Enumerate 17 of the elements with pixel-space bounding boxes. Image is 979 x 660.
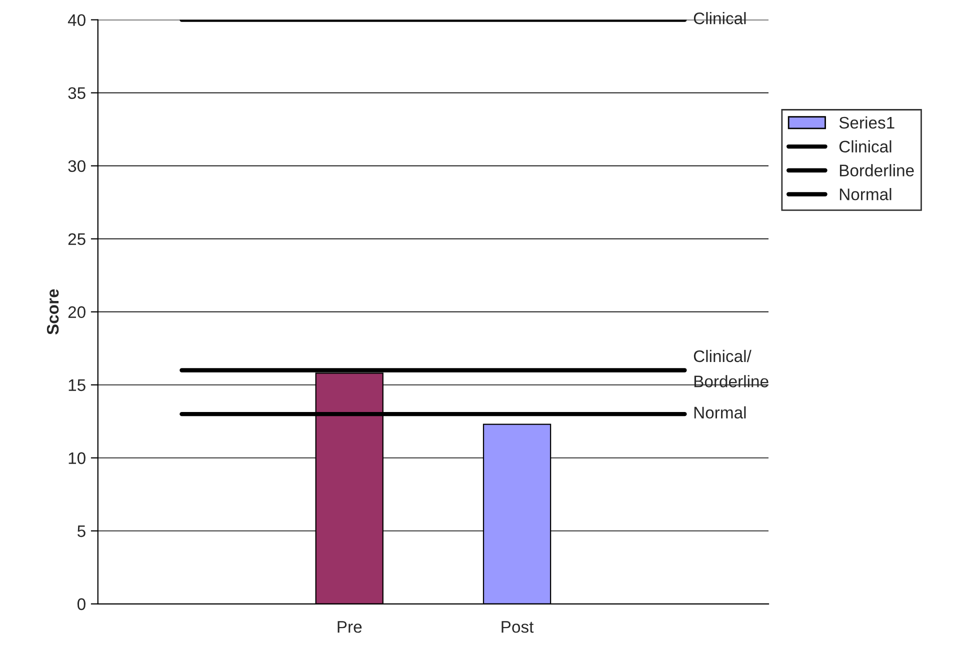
y-axis-title: Score (46, 289, 59, 335)
y-tick-label: 30 (68, 160, 86, 172)
y-tick-label: 5 (77, 525, 86, 538)
legend-label: Series1 (839, 116, 894, 129)
y-tick-label: 10 (68, 452, 86, 464)
y-tick-label: 20 (68, 306, 86, 318)
x-tick-label: Pre (338, 621, 362, 633)
y-tick-label: 25 (68, 233, 86, 246)
annotation: Normal (694, 406, 746, 419)
x-tick-label: Post (502, 621, 534, 633)
legend-label: Normal (840, 188, 892, 200)
y-tick-label: 0 (77, 598, 86, 610)
legend-label: Clinical (839, 140, 892, 153)
y-tick-label: 40 (68, 14, 86, 26)
y-tick-label: 15 (68, 379, 86, 392)
y-tick-label: 35 (68, 87, 86, 100)
legend-label: Borderline (840, 164, 914, 176)
